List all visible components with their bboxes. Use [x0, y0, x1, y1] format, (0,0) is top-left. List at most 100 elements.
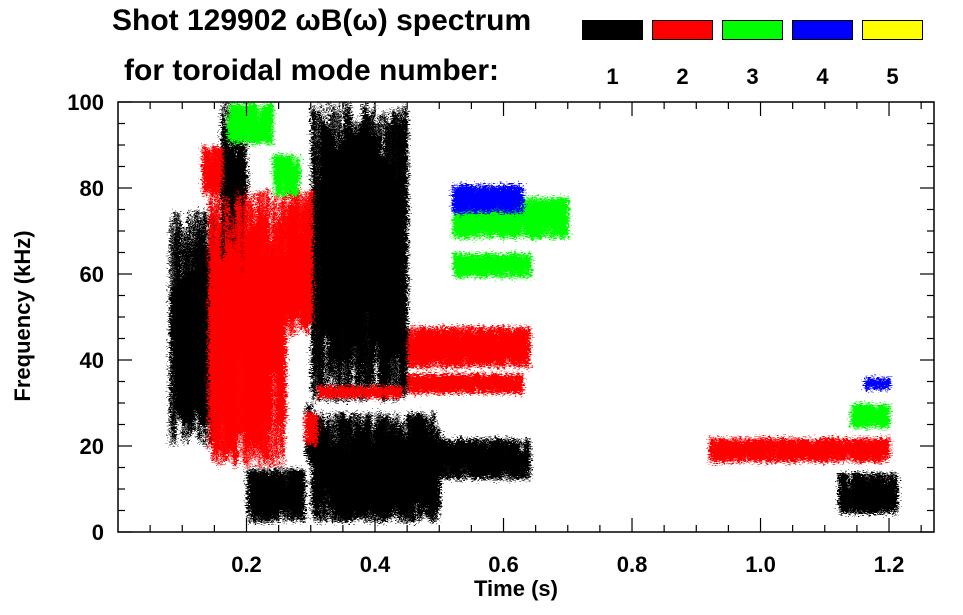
spectral-stroke: [766, 437, 769, 463]
spectral-stroke: [493, 452, 495, 478]
spectral-stroke: [359, 413, 362, 517]
spectral-stroke: [393, 417, 396, 518]
spectral-stroke: [882, 438, 885, 459]
spectral-stroke: [509, 327, 511, 368]
spectral-stroke: [361, 428, 363, 494]
spectral-stroke: [510, 205, 512, 233]
spectral-stroke: [526, 327, 528, 354]
spectral-stroke: [551, 199, 553, 233]
spectral-stroke: [419, 412, 421, 523]
spectral-stroke: [310, 190, 314, 323]
spectral-stroke: [536, 211, 538, 239]
spectral-stroke: [464, 183, 466, 214]
spectral-stroke: [853, 406, 856, 427]
y-tick-label: 20: [80, 434, 104, 459]
spectral-stroke: [800, 441, 802, 460]
x-tick-label: 0.2: [231, 552, 262, 577]
spectral-stroke: [327, 386, 329, 397]
spectral-stroke: [259, 204, 261, 459]
spectral-stroke: [527, 444, 530, 470]
spectral-stroke: [344, 436, 346, 507]
spectral-stroke: [473, 201, 475, 240]
spectral-stroke: [465, 445, 468, 471]
spectral-stroke: [176, 220, 178, 413]
spectral-stroke: [850, 481, 852, 507]
spectral-stroke: [522, 373, 524, 394]
spectral-stroke: [363, 436, 366, 501]
spectral-stroke: [330, 433, 332, 510]
spectral-stroke: [486, 448, 489, 476]
spectral-stroke: [373, 386, 375, 397]
spectral-stroke: [859, 472, 862, 503]
spectral-stroke: [368, 386, 370, 399]
mode-1-band-7: [838, 471, 899, 515]
spectral-stroke: [510, 257, 513, 277]
spectral-stroke: [170, 286, 173, 423]
spectral-stroke: [285, 158, 287, 197]
spectral-stroke: [381, 387, 383, 399]
spectral-stroke: [538, 196, 540, 222]
spectral-stroke: [491, 252, 494, 275]
spectral-stroke: [881, 377, 884, 389]
spectral-stroke: [461, 373, 463, 386]
spectral-stroke: [374, 419, 376, 504]
spectral-stroke: [469, 373, 472, 395]
spectral-stroke: [341, 412, 344, 476]
spectral-stroke: [458, 326, 460, 364]
spectral-stroke: [436, 374, 438, 395]
mode-2-band-3: [317, 385, 403, 399]
x-tick-label: 0.8: [617, 552, 648, 577]
spectral-stroke: [436, 328, 438, 364]
spectral-stroke: [214, 158, 216, 195]
spectral-stroke: [463, 256, 465, 277]
spectral-stroke: [236, 197, 239, 463]
spectral-stroke: [180, 223, 182, 400]
spectral-stroke: [336, 214, 339, 403]
spectral-stroke: [522, 186, 524, 213]
spectral-stroke: [855, 479, 857, 511]
spectral-stroke: [453, 252, 455, 271]
spectral-stroke: [253, 107, 255, 145]
spectral-stroke: [172, 236, 174, 371]
spectral-stroke: [285, 475, 287, 507]
spectral-stroke: [480, 373, 482, 394]
spectral-stroke: [526, 202, 528, 236]
spectral-stroke: [784, 440, 786, 460]
spectral-stroke: [347, 448, 349, 511]
spectral-stroke: [508, 328, 510, 358]
spectral-stroke: [520, 254, 522, 276]
spectral-stroke: [237, 103, 239, 144]
spectral-stroke: [826, 437, 828, 454]
spectral-stroke: [528, 328, 531, 358]
spectral-stroke: [264, 468, 267, 516]
spectral-stroke: [361, 388, 363, 398]
spectral-stroke: [278, 188, 280, 397]
y-tick-label: 40: [80, 348, 104, 373]
spectral-stroke: [297, 157, 301, 184]
y-axis-title: Frequency (kHz): [10, 230, 35, 401]
spectral-stroke: [443, 327, 445, 364]
spectral-stroke: [447, 373, 450, 389]
spectral-stroke: [462, 374, 464, 389]
mode-3-band-3: [452, 252, 532, 279]
spectral-stroke: [888, 380, 891, 389]
spectral-stroke: [174, 287, 176, 439]
spectral-stroke: [272, 102, 274, 142]
spectral-stroke: [187, 215, 189, 390]
spectral-stroke: [489, 333, 491, 358]
spectral-stroke: [456, 205, 458, 236]
spectral-stroke: [714, 445, 717, 461]
spectral-stroke: [345, 110, 347, 280]
spectral-stroke: [749, 438, 751, 462]
spectral-stroke: [464, 373, 466, 392]
mode-2-band-2: [285, 188, 314, 338]
spectral-stroke: [370, 425, 373, 491]
spectral-stroke: [484, 334, 486, 368]
spectral-stroke: [858, 403, 861, 429]
spectral-stroke: [523, 256, 525, 278]
spectral-stroke: [300, 192, 303, 329]
spectral-stroke: [311, 421, 313, 494]
spectral-stroke: [400, 428, 402, 522]
spectral-stroke: [293, 204, 295, 334]
